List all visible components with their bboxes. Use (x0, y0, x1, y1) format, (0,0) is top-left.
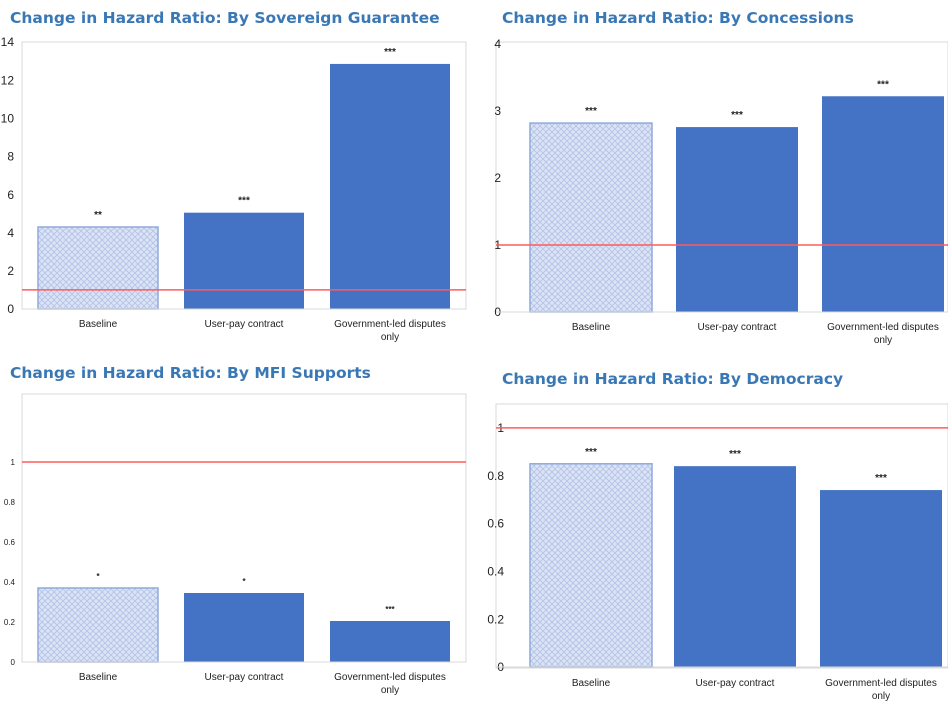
x-category-label: Government-led disputes (827, 322, 939, 333)
y-tick-label: 12 (1, 73, 15, 87)
x-category-label: User-pay contract (205, 672, 284, 683)
significance-label: *** (731, 110, 743, 121)
bar (184, 212, 304, 309)
plot-frame (495, 403, 948, 669)
significance-label: *** (877, 79, 889, 90)
x-category-label: User-pay contract (698, 322, 777, 333)
significance-label: *** (729, 449, 741, 460)
y-tick-label: 3 (494, 104, 501, 118)
y-tick-label: 0 (7, 302, 14, 316)
y-tick-label: 2 (494, 171, 501, 185)
y-tick-label: 0.6 (4, 538, 16, 547)
significance-label: *** (385, 605, 395, 614)
bar-chart: 01234***Baseline***User-pay contract***G… (494, 37, 948, 346)
significance-label: *** (238, 196, 250, 207)
x-category-label: Government-led disputes (334, 672, 446, 683)
chart-panel-sovereign-guarantee: Change in Hazard Ratio: By Sovereign Gua… (0, 0, 474, 352)
chart-panel-democracy: Change in Hazard Ratio: By Democracy 0 0.… (474, 352, 948, 704)
bar-chart: 0 2 4 6 8 10 12 14 ** Baseline *** User-pay contrac… (1, 35, 467, 343)
y-tick-label: 0.4 (4, 578, 16, 587)
bar-baseline (37, 587, 159, 663)
chart-panel-concessions: Change in Hazard Ratio: By Concessions 0… (474, 0, 948, 352)
y-tick-label: 8 (7, 150, 14, 164)
y-tick-label: 4 (7, 226, 14, 240)
y-tick-label: 0.8 (487, 469, 504, 483)
x-category-label: Baseline (79, 672, 118, 683)
y-tick-label: 4 (494, 37, 501, 51)
x-category-label: User-pay contract (205, 319, 284, 330)
chart-panel-mfi-supports: Change in Hazard Ratio: By MFI Supports … (0, 352, 474, 704)
y-tick-label: 0.6 (487, 517, 504, 531)
y-tick-label: 1 (11, 458, 16, 467)
significance-label: *** (585, 447, 597, 458)
bar (674, 466, 796, 667)
y-tick-label: 0.2 (4, 618, 16, 627)
bar (676, 127, 798, 312)
chart-title: Change in Hazard Ratio: By Sovereign Gua… (10, 9, 440, 27)
chart-title: Change in Hazard Ratio: By MFI Supports (10, 364, 371, 382)
bar (820, 490, 942, 667)
significance-label: * (96, 572, 100, 581)
significance-label: *** (875, 473, 887, 484)
significance-label: *** (384, 47, 396, 58)
bar (822, 96, 944, 312)
y-tick-label: 0.8 (4, 498, 16, 507)
x-category-label: only (872, 691, 890, 702)
y-tick-label: 6 (7, 188, 14, 202)
x-category-label: Government-led disputes (334, 319, 446, 330)
bar-baseline (529, 463, 653, 668)
chart-title: Change in Hazard Ratio: By Concessions (502, 9, 854, 27)
y-tick-label: 14 (1, 35, 15, 49)
bar (184, 593, 304, 662)
bar-chart: 0 0.2 0.4 0.6 0.8 1 * Baseline * User-pay contrac… (4, 393, 467, 696)
chart-title: Change in Hazard Ratio: By Democracy (502, 370, 844, 388)
bar (330, 621, 450, 662)
significance-label: * (242, 577, 246, 586)
bar-baseline (37, 226, 159, 310)
bar (330, 63, 450, 309)
bar-baseline (529, 122, 653, 313)
x-category-label: only (874, 335, 892, 346)
x-category-label: only (381, 332, 399, 343)
x-category-label: only (381, 685, 399, 696)
y-tick-label: 2 (7, 264, 14, 278)
y-tick-label: 0.4 (487, 565, 504, 579)
y-tick-label: 0.2 (487, 612, 504, 626)
x-category-label: Baseline (79, 319, 118, 330)
x-category-label: Baseline (572, 322, 611, 333)
significance-label: ** (94, 210, 102, 221)
x-category-label: Baseline (572, 678, 611, 689)
x-category-label: User-pay contract (696, 678, 775, 689)
y-tick-label: 10 (1, 111, 15, 125)
bar-chart: 00.20.40.60.81***Baseline***User-pay con… (487, 403, 948, 702)
y-tick-label: 0 (11, 658, 16, 667)
x-category-label: Government-led disputes (825, 678, 937, 689)
significance-label: *** (585, 106, 597, 117)
